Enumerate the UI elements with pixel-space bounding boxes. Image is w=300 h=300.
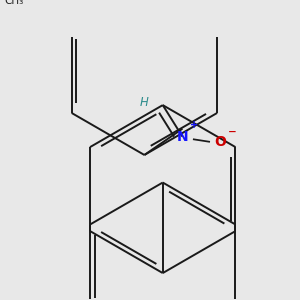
Text: O: O — [214, 135, 226, 149]
Text: H: H — [140, 96, 148, 109]
Text: CH₃: CH₃ — [4, 0, 24, 7]
Text: N: N — [177, 130, 188, 144]
Text: −: − — [228, 126, 237, 136]
Text: +: + — [190, 120, 198, 130]
